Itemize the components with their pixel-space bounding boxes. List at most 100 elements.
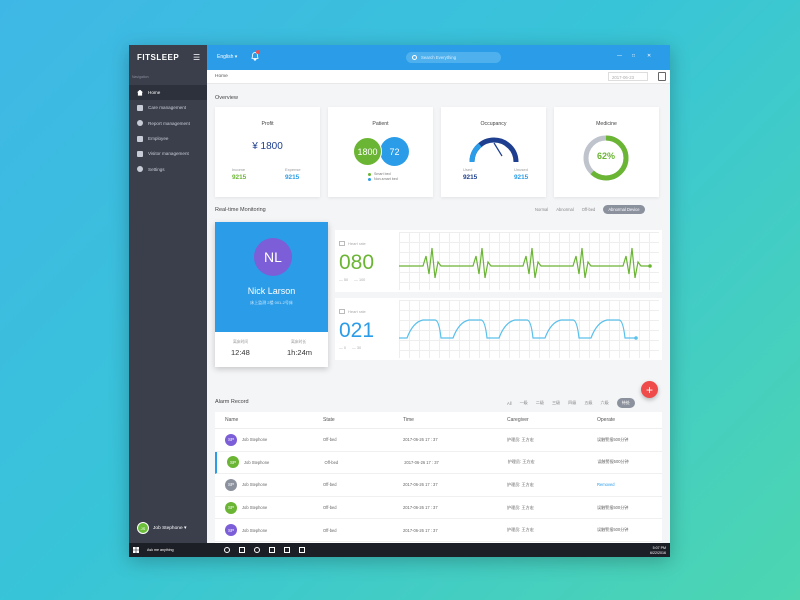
ecg-grid (399, 232, 659, 290)
breadcrumb: Home 2017-06-23 (207, 70, 670, 84)
occupancy-card[interactable]: Occupancy Used 9215 Unused 9215 (441, 107, 546, 197)
sidebar-item-label: Care management (148, 105, 187, 111)
row-time: 2017-06-26 17 : 37 (403, 527, 438, 533)
stat1-label: 离床时间 (233, 340, 249, 344)
language-select[interactable]: English ▾ (217, 54, 238, 60)
avatar: NL (254, 238, 292, 276)
row-state: Off-bed (323, 527, 337, 533)
system-clock[interactable]: 5:07 PM 6/22/2016 (650, 546, 666, 555)
alarm-filter-pending[interactable]: 待处 (616, 398, 635, 408)
windows-start-icon[interactable] (133, 547, 139, 553)
profit-amount: ¥ 1800 (252, 141, 283, 152)
person-card[interactable]: NL Nick Larson 床上监测 2楼 001-2号床 离床时间 12:4… (215, 222, 328, 367)
unused-label: Unused (514, 167, 528, 172)
main-content: Home 2017-06-23 Overview Profit ¥ 1800 I… (207, 70, 670, 543)
user-name: Job Stephone ▾ (153, 525, 187, 531)
sidebar-item-label: Visitor management (148, 151, 189, 157)
search-input[interactable] (421, 55, 491, 60)
heart-rate-monitor-2[interactable]: Heart rate 021 — 0— 30 (335, 298, 662, 360)
sidebar-item-label: Settings (148, 166, 165, 172)
menu-toggle-icon[interactable]: ☰ (193, 53, 201, 62)
calendar-icon[interactable] (658, 72, 666, 81)
clock-time: 5:07 PM (652, 546, 666, 550)
folder-icon[interactable] (269, 547, 275, 553)
filter-offbed[interactable]: Off-bed (581, 207, 596, 212)
avatar: SP (227, 456, 239, 469)
filter-abnormal-device[interactable]: Abnormal Device (603, 205, 645, 214)
sidebar-item-employee[interactable]: Employee (129, 131, 207, 146)
sidebar-item-visitor[interactable]: Visitor management (129, 146, 207, 161)
mic-icon[interactable] (224, 547, 230, 553)
maximize-button[interactable]: □ (632, 53, 636, 59)
row-operate[interactable]: Removed (597, 482, 615, 488)
taskbar-search[interactable]: Ask me anything (147, 548, 174, 552)
table-row[interactable]: SP Job Stephone Off-bed 2017-06-26 17 : 37 护… (215, 429, 662, 452)
alarm-filter-3[interactable]: 三级 (551, 400, 561, 405)
row-operate[interactable]: 误触警报500分钟 (597, 459, 629, 465)
search-box (406, 52, 501, 63)
row-name-cell: SP Job Stephone (215, 433, 323, 446)
filter-normal[interactable]: Normal (535, 207, 549, 212)
row-operate[interactable]: 误触警报500分钟 (597, 504, 629, 510)
sidebar-item-label: Report management (148, 120, 190, 126)
profit-card[interactable]: Profit ¥ 1800 Income 9215 Expense 9215 (215, 107, 320, 197)
income-label: Income (232, 167, 246, 172)
monitor-icon (339, 309, 345, 314)
minimize-button[interactable]: — (617, 53, 622, 59)
employee-icon (137, 135, 143, 142)
alarm-filter-4[interactable]: 四级 (568, 400, 577, 405)
table-row[interactable]: SP Job Stephone Off-bed 2017-06-26 17 : 37 护… (215, 474, 662, 497)
table-row[interactable]: SP Job Stephone Off-bed 2017-06-26 17 : 37 护… (215, 451, 662, 475)
breadcrumb-home[interactable]: Home (215, 74, 228, 79)
medicine-card[interactable]: Medicine 62% (554, 107, 659, 197)
row-name: Job Stephone (242, 505, 268, 511)
overview-title: Overview (215, 95, 238, 101)
task-view-icon[interactable] (239, 547, 245, 553)
store-icon[interactable] (284, 547, 290, 553)
filter-abnormal[interactable]: Abnormal (556, 207, 574, 212)
user-menu[interactable]: JS Job Stephone ▾ (137, 522, 186, 534)
table-row[interactable]: SP Job Stephone Off-bed 2017-06-26 17 : 37 护… (215, 519, 662, 542)
alarm-filter-6[interactable]: 六级 (600, 400, 609, 405)
row-time: 2017-06-26 17 : 37 (403, 482, 438, 488)
taskbar-apps (224, 547, 305, 553)
row-state: Off-bed (323, 437, 337, 443)
add-button[interactable]: + (641, 381, 658, 398)
row-state: Off-bed (323, 505, 337, 511)
row-time: 2017-06-26 17 : 37 (403, 505, 438, 511)
avatar: SP (225, 433, 237, 446)
nonsmart-bed-count: 72 (380, 137, 409, 166)
patient-card[interactable]: Patient 1800 72 Smart bed Non-smart bed (328, 107, 433, 197)
alarm-table: Name State Time Caregiver Operate SP Job … (215, 412, 662, 543)
occupancy-title: Occupancy (480, 121, 507, 127)
table-row[interactable]: SP Job Stephone Off-bed 2017-06-26 17 : 37 护… (215, 497, 662, 520)
row-state: Off-bed (323, 482, 337, 488)
office-icon[interactable] (299, 547, 305, 553)
sidebar-item-settings[interactable]: Settings (129, 161, 207, 176)
date-picker[interactable]: 2017-06-23 (608, 72, 648, 81)
table-body: SP Job Stephone Off-bed 2017-06-26 17 : 37 护… (215, 429, 662, 543)
alarm-filter-1[interactable]: 一级 (519, 400, 528, 405)
alarm-filter-all[interactable]: All (507, 400, 512, 406)
alarm-filter-2[interactable]: 二级 (535, 400, 544, 405)
col-caregiver: Caregiver (507, 417, 529, 423)
sidebar-item-home[interactable]: Home (129, 85, 207, 101)
avatar: SP (225, 478, 237, 491)
alarm-filter-5[interactable]: 五级 (584, 400, 593, 405)
avatar: SP (225, 524, 237, 537)
row-name-cell: SP Job Stephone (215, 524, 323, 537)
row-operate[interactable]: 误触警报500分钟 (597, 436, 629, 442)
heart-rate-range: — 0— 30 (339, 346, 362, 350)
expense-label: Expense (285, 167, 301, 172)
heart-rate-monitor-1[interactable]: Heart rate 080 — 50— 100 (335, 230, 662, 292)
row-caregiver: 护理员: 王方宏 (507, 459, 535, 465)
sidebar-item-report[interactable]: Report management (129, 116, 207, 131)
visitor-icon (137, 150, 143, 157)
sidebar-item-care[interactable]: Care management (129, 100, 207, 115)
row-operate[interactable]: 误触警报500分钟 (597, 527, 629, 533)
search-icon (412, 55, 417, 60)
stat1-value: 12:48 (231, 348, 250, 357)
ecg-waveform (399, 247, 652, 279)
close-button[interactable]: ✕ (647, 53, 652, 59)
edge-icon[interactable] (254, 547, 260, 553)
